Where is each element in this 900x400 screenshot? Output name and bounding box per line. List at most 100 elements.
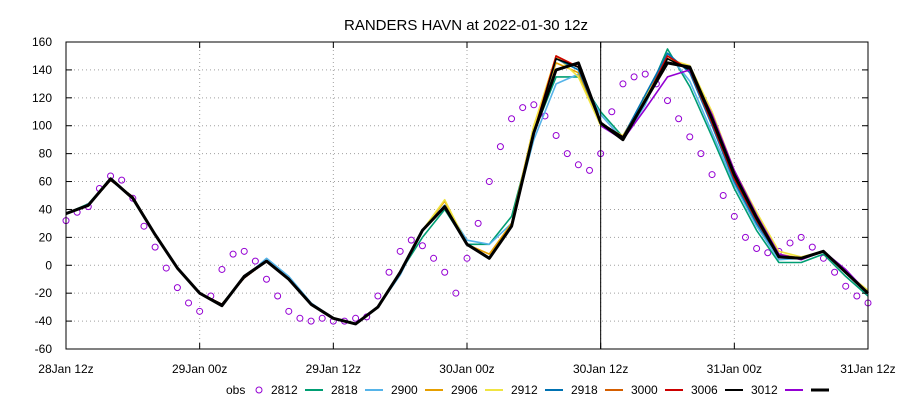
legend-label: 2900	[391, 383, 418, 397]
data-point	[753, 245, 761, 253]
data-point	[474, 219, 482, 227]
series-line	[65, 52, 869, 325]
x-tick-label: 31Jan 00z	[707, 362, 762, 376]
legend-label: 3006	[691, 383, 718, 397]
x-tick-label: 30Jan 12z	[573, 362, 628, 376]
series-line	[65, 55, 869, 325]
grid-layer	[66, 42, 868, 349]
y-tick-label: 120	[32, 91, 52, 105]
legend: obs 2812 2818 2900 2906 2912 2918 3000 3006 3012	[226, 383, 829, 397]
data-point	[129, 194, 137, 202]
legend-label: 2906	[451, 383, 478, 397]
x-tick-label: 30Jan 00z	[439, 362, 494, 376]
data-point	[285, 307, 293, 315]
data-point	[574, 161, 582, 169]
y-tick-label: -40	[35, 314, 53, 328]
data-point	[485, 178, 493, 186]
data-point	[263, 275, 270, 283]
series-layer	[62, 48, 872, 326]
data-point	[819, 254, 827, 262]
y-tick-label: 140	[32, 63, 52, 77]
series-3000	[65, 55, 869, 325]
data-point	[452, 289, 460, 297]
x-tick-label: 29Jan 00z	[172, 362, 227, 376]
series-line	[65, 55, 869, 325]
series-2818	[65, 52, 869, 325]
data-point	[396, 247, 404, 255]
data-point	[586, 166, 594, 174]
y-tick-label: 60	[39, 175, 53, 189]
data-point	[508, 115, 516, 123]
data-point	[664, 97, 671, 105]
data-point	[764, 249, 772, 257]
x-tick-label: 28Jan 12z	[38, 362, 93, 376]
legend-label: 2818	[331, 383, 358, 397]
legend-label: 2912	[511, 383, 538, 397]
data-point	[619, 80, 627, 88]
data-point	[385, 268, 393, 276]
data-point	[530, 101, 538, 109]
data-point	[185, 299, 193, 307]
data-point	[519, 104, 527, 112]
y-tick-label: 80	[39, 147, 53, 161]
data-point	[463, 254, 471, 262]
series-line	[65, 55, 869, 325]
data-point	[196, 307, 204, 315]
x-tick-label: 31Jan 12z	[840, 362, 895, 376]
data-point	[831, 268, 839, 276]
data-point	[162, 264, 170, 272]
data-point	[808, 243, 816, 251]
series-line	[65, 61, 870, 326]
y-tick-label: 100	[32, 119, 52, 133]
legend-label: obs	[226, 383, 245, 397]
data-point	[352, 314, 360, 322]
data-point	[686, 133, 694, 141]
data-point	[251, 257, 259, 265]
y-tick-label: -20	[35, 286, 53, 300]
y-tick-label: 160	[32, 35, 52, 49]
data-point	[708, 171, 716, 179]
series-2918	[65, 55, 869, 325]
y-tick-label: 20	[39, 230, 53, 244]
data-point	[741, 233, 749, 241]
data-point	[719, 192, 727, 199]
data-point	[430, 254, 438, 262]
axis-layer: -60 -40 -20 0 20 40 60 80 100 120 140 160 28Jan 12z 2…	[32, 35, 896, 376]
data-point	[229, 250, 237, 258]
data-point	[786, 239, 794, 247]
data-point	[675, 115, 683, 123]
data-point	[407, 236, 415, 244]
legend-label: 2812	[271, 383, 298, 397]
series-line	[65, 52, 869, 325]
legend-swatch	[255, 386, 263, 394]
data-point	[274, 292, 282, 300]
x-tick-label: 29Jan 12z	[306, 362, 361, 376]
data-point	[608, 108, 616, 116]
data-point	[418, 242, 426, 250]
data-point	[218, 265, 226, 273]
data-point	[697, 150, 705, 158]
series-unnamed-10	[65, 61, 870, 326]
data-point	[630, 73, 638, 81]
legend-label: 3000	[631, 383, 658, 397]
data-point	[140, 222, 148, 230]
data-point	[173, 284, 181, 292]
data-point	[118, 176, 126, 184]
y-tick-label: 0	[45, 258, 52, 272]
data-point	[552, 131, 560, 139]
data-point	[151, 243, 159, 251]
data-point	[853, 292, 861, 300]
y-tick-label: 40	[39, 202, 53, 216]
data-point	[641, 70, 649, 78]
y-tick-label: -60	[35, 342, 53, 356]
chart-title: RANDERS HAVN at 2022-01-30 12z	[344, 17, 588, 34]
data-point	[240, 247, 248, 255]
legend-label: 2918	[571, 383, 598, 397]
data-point	[842, 282, 850, 290]
data-point	[563, 150, 571, 158]
legend-label: 3012	[751, 383, 778, 397]
plot-frame	[65, 41, 869, 350]
series-2906	[65, 55, 869, 325]
data-point	[441, 268, 449, 276]
